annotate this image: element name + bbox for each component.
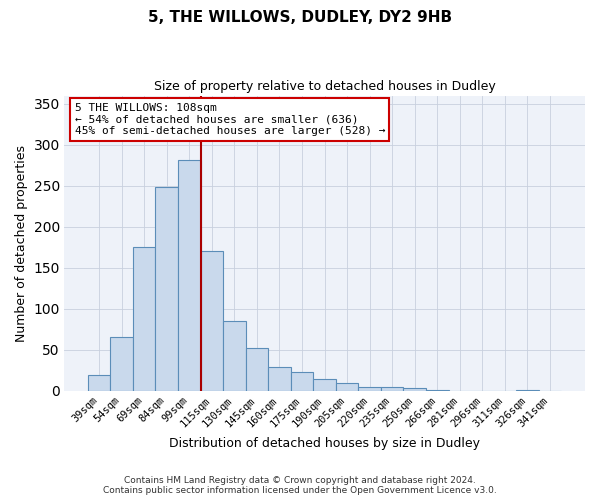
Text: 5 THE WILLOWS: 108sqm
← 54% of detached houses are smaller (636)
45% of semi-det: 5 THE WILLOWS: 108sqm ← 54% of detached … (74, 103, 385, 136)
Bar (223, 321, 245, 391)
Bar (155, 186, 178, 391)
Text: 5, THE WILLOWS, DUDLEY, DY2 9HB: 5, THE WILLOWS, DUDLEY, DY2 9HB (148, 10, 452, 25)
Y-axis label: Number of detached properties: Number of detached properties (15, 144, 28, 342)
Bar (178, 160, 200, 391)
Bar (268, 367, 291, 391)
Bar (381, 387, 403, 391)
Bar (516, 390, 539, 391)
Title: Size of property relative to detached houses in Dudley: Size of property relative to detached ho… (154, 80, 496, 93)
Bar (200, 252, 223, 391)
Bar (426, 390, 449, 391)
Bar (110, 337, 133, 391)
Bar (336, 382, 358, 391)
Bar (133, 246, 155, 391)
Bar (245, 348, 268, 391)
Text: Contains HM Land Registry data © Crown copyright and database right 2024.
Contai: Contains HM Land Registry data © Crown c… (103, 476, 497, 495)
Bar (291, 372, 313, 391)
X-axis label: Distribution of detached houses by size in Dudley: Distribution of detached houses by size … (169, 437, 480, 450)
Bar (403, 388, 426, 391)
Bar (313, 378, 336, 391)
Bar (88, 374, 110, 391)
Bar (358, 387, 381, 391)
